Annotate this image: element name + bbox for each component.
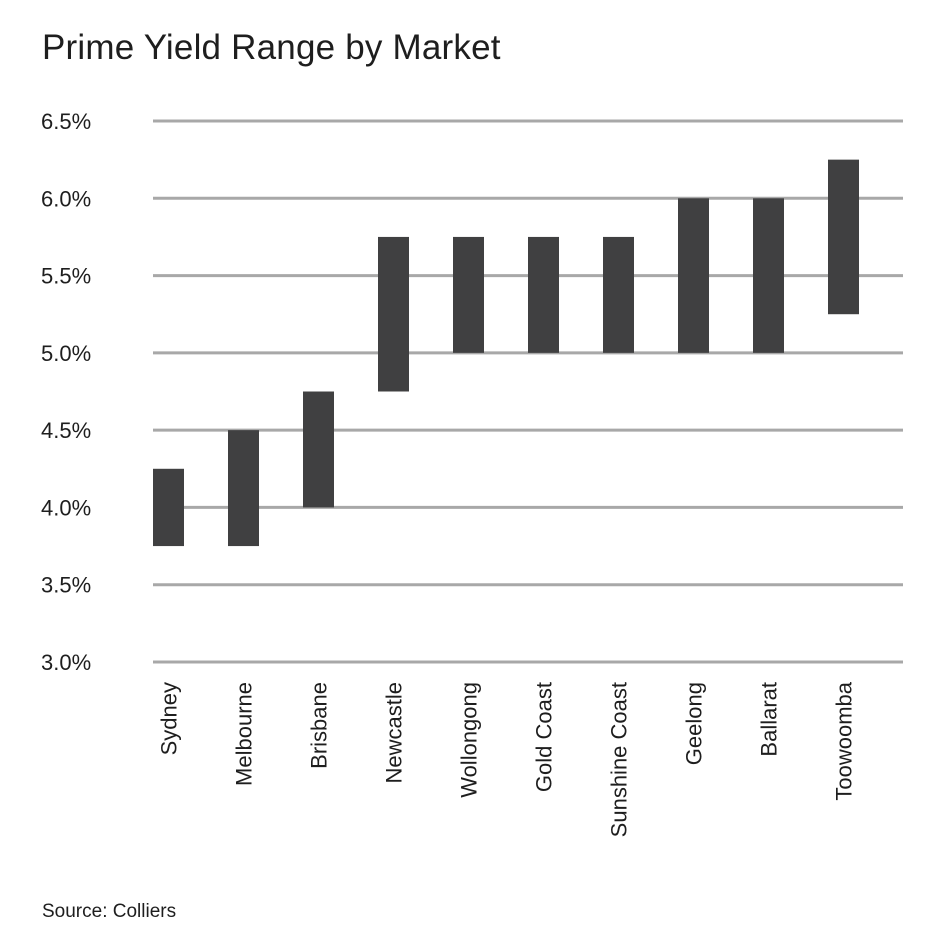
yield-bars — [153, 159, 859, 547]
y-tick-label: 3.0% — [41, 650, 91, 675]
yield-range-bar-newcastle — [378, 236, 409, 392]
x-tick-label: Sunshine Coast — [607, 682, 632, 837]
x-tick-label: Brisbane — [307, 682, 332, 769]
x-tick-label: Sydney — [157, 682, 182, 755]
x-tick-label: Toowoomba — [832, 681, 857, 800]
yield-range-bar-brisbane — [303, 391, 334, 508]
yield-range-bar-wollongong — [453, 236, 484, 353]
source-note: Source: Colliers — [42, 901, 177, 922]
gridlines — [153, 119, 903, 664]
y-tick-label: 5.5% — [41, 264, 91, 289]
yield-range-bar-toowoomba — [828, 159, 859, 315]
yield-range-bar-ballarat — [753, 198, 784, 353]
y-tick-label: 4.5% — [41, 418, 91, 443]
yield-range-bar-sydney — [153, 468, 184, 547]
yield-range-bar-geelong — [678, 198, 709, 353]
x-tick-label: Geelong — [682, 682, 707, 765]
x-tick-label: Melbourne — [232, 682, 257, 786]
y-axis-ticks: 6.5% 6.0% 5.5% 5.0% 4.5% 4.0% 3.5% 3.0% — [41, 109, 91, 675]
yield-range-bar-melbourne — [228, 430, 259, 547]
y-tick-label: 5.0% — [41, 341, 91, 366]
y-tick-label: 6.5% — [41, 109, 91, 134]
x-tick-label: Ballarat — [757, 682, 782, 757]
x-tick-label: Gold Coast — [532, 682, 557, 792]
x-axis-ticks: Sydney Melbourne Brisbane Newcastle Wollongo… — [157, 681, 857, 837]
yield-range-bar-sunshine-coast — [603, 236, 634, 353]
yield-range-bar-gold-coast — [528, 236, 559, 353]
x-tick-label: Newcastle — [382, 682, 407, 783]
x-tick-label: Wollongong — [457, 682, 482, 798]
chart-title: Prime Yield Range by Market — [42, 28, 501, 67]
y-tick-label: 4.0% — [41, 495, 91, 520]
y-tick-label: 6.0% — [41, 186, 91, 211]
y-tick-label: 3.5% — [41, 573, 91, 598]
